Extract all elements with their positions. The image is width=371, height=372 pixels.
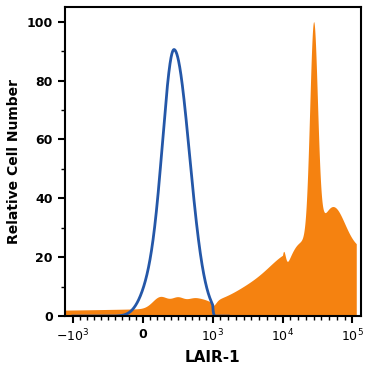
Y-axis label: Relative Cell Number: Relative Cell Number (7, 79, 21, 244)
X-axis label: LAIR-1: LAIR-1 (185, 350, 240, 365)
